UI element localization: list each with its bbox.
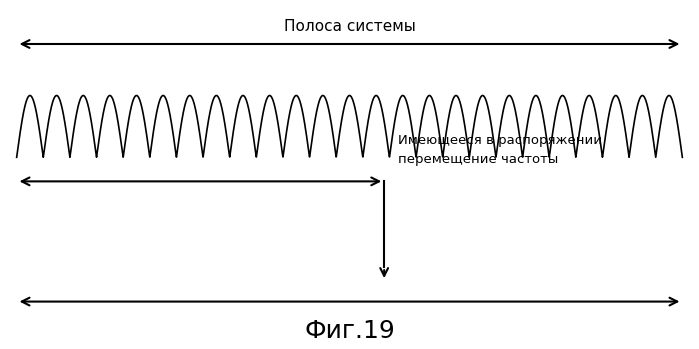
Text: Имеющееся в распоряжении
перемещение частоты: Имеющееся в распоряжении перемещение час… — [398, 134, 602, 166]
Text: Полоса системы: Полоса системы — [284, 19, 415, 34]
Text: Фиг.19: Фиг.19 — [304, 319, 395, 343]
